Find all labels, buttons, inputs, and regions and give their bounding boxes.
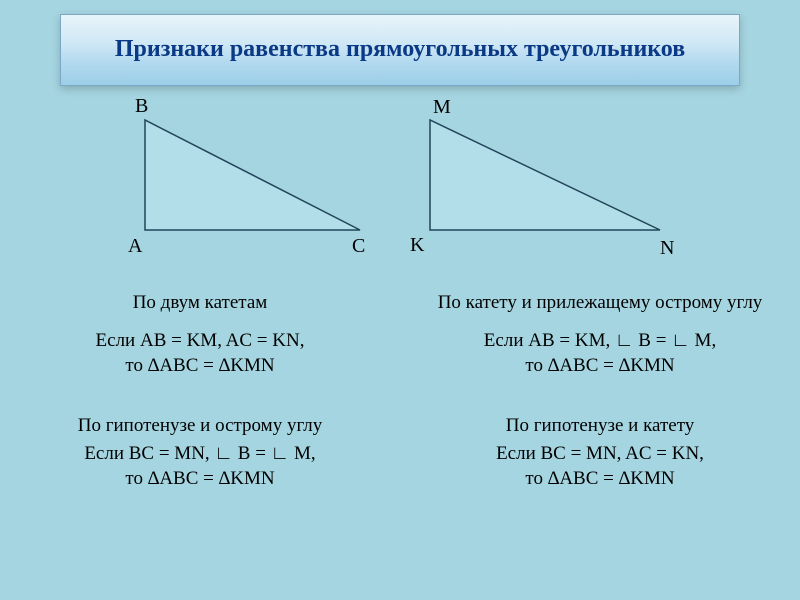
vertex-B: B — [135, 95, 148, 118]
slide-title: Признаки равенства прямоугольных треугол… — [60, 14, 740, 86]
theorem-conclusion: то ∆ABC = ∆KMN — [25, 466, 375, 492]
theorem-condition: Если BC = MN, AC = KN, — [425, 441, 775, 467]
theorem-title: По гипотенузе и катету — [425, 413, 775, 439]
title-text: Признаки равенства прямоугольных треугол… — [115, 36, 685, 64]
vertex-A: A — [128, 235, 142, 258]
triangle-right — [430, 120, 660, 230]
theorem-title: По катету и прилежащему острому углу — [425, 290, 775, 316]
theorem-2: По катету и прилежащему острому углу Есл… — [400, 290, 800, 379]
vertex-K: K — [410, 234, 424, 257]
theorem-conclusion: то ∆ABC = ∆KMN — [25, 353, 375, 379]
theorem-conclusion: то ∆ABC = ∆KMN — [425, 466, 775, 492]
theorem-condition: Если AB = KM, ∟ B = ∟ M, — [425, 328, 775, 354]
theorem-title: По двум катетам — [25, 290, 375, 316]
triangles-svg — [0, 95, 800, 275]
theorem-condition: Если BC = MN, ∟ B = ∟ M, — [25, 441, 375, 467]
theorem-3: По гипотенузе и острому углу Если BC = M… — [0, 413, 400, 492]
theorems-grid: По двум катетам Если AB = KM, AC = KN, т… — [0, 290, 800, 492]
vertex-M: M — [433, 96, 451, 119]
triangle-left — [145, 120, 360, 230]
triangle-diagrams: A B C K M N — [0, 95, 800, 275]
theorem-condition: Если AB = KM, AC = KN, — [25, 328, 375, 354]
vertex-N: N — [660, 237, 674, 260]
theorem-conclusion: то ∆ABC = ∆KMN — [425, 353, 775, 379]
theorem-1: По двум катетам Если AB = KM, AC = KN, т… — [0, 290, 400, 379]
theorem-title: По гипотенузе и острому углу — [25, 413, 375, 439]
vertex-C: C — [352, 235, 365, 258]
theorem-4: По гипотенузе и катету Если BC = MN, AC … — [400, 413, 800, 492]
